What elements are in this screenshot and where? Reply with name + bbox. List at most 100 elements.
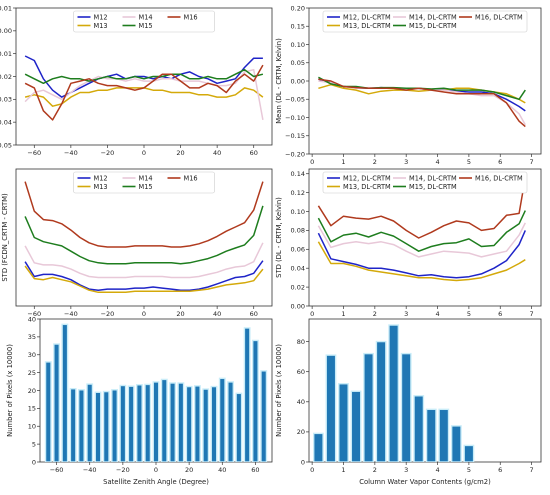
series-line-m14	[24, 242, 264, 279]
legend-label: M15	[139, 22, 153, 30]
y-axis-label: STD (DL - CRTM, Kelvin)	[275, 197, 283, 278]
x-axis-label: Satellite Zenith Angle (Degree)	[103, 478, 209, 486]
x-tick-label: −20	[101, 310, 115, 318]
data-layer	[44, 323, 268, 462]
x-tick-label: −40	[64, 149, 78, 157]
data-layer	[24, 181, 264, 294]
legend-label: M16	[184, 13, 198, 21]
x-tick-label: 4	[435, 466, 439, 474]
series-line-m16	[317, 177, 527, 239]
y-tick-label: −0.04	[0, 118, 12, 126]
y-tick-label: 80	[297, 338, 305, 346]
y-axis-label: Number of Pixels (x 10000)	[275, 344, 283, 437]
y-tick-label: 20	[28, 387, 36, 395]
series-line-m12	[24, 260, 264, 291]
bar	[44, 361, 52, 462]
y-tick-label: −0.05	[0, 141, 12, 149]
bar	[193, 385, 201, 462]
bar	[160, 378, 168, 462]
bar	[169, 382, 177, 462]
x-tick-label: 1	[341, 466, 345, 474]
legend-label: M13	[94, 183, 108, 191]
x-tick-label: 4	[435, 310, 439, 318]
bar	[127, 385, 135, 462]
x-tick-label: −60	[50, 466, 64, 474]
bar	[325, 354, 337, 462]
data-layer	[318, 76, 526, 128]
x-tick-label: 0	[142, 310, 146, 318]
y-tick-label: 0.12	[291, 189, 305, 197]
x-tick-label: 5	[467, 310, 471, 318]
y-tick-label: 0	[32, 458, 36, 466]
y-tick-label: 0.00	[291, 302, 305, 310]
x-tick-label: 5	[467, 158, 471, 166]
bar	[177, 382, 185, 462]
bar	[235, 392, 243, 462]
series-line-m16	[24, 181, 264, 248]
y-tick-label: 0.20	[291, 4, 305, 12]
bar	[463, 444, 475, 462]
x-tick-label: 6	[498, 158, 502, 166]
x-tick-label: 7	[530, 310, 534, 318]
series-line-m13	[24, 265, 264, 294]
x-tick-label: 3	[404, 158, 408, 166]
x-tick-label: −20	[116, 466, 130, 474]
bar	[227, 381, 235, 462]
legend-label: M12	[94, 13, 108, 21]
x-tick-label: 2	[373, 466, 377, 474]
x-tick-label: −60	[27, 149, 41, 157]
data-layer	[317, 177, 527, 282]
legend-box	[322, 10, 528, 33]
y-tick-label: 0.00	[291, 77, 305, 85]
plot-frame	[308, 318, 542, 463]
legend-label: M13, DL-CRTM	[343, 22, 391, 30]
y-tick-label: 35	[28, 333, 36, 341]
x-tick-label: 20	[185, 466, 193, 474]
bar	[251, 339, 259, 462]
x-tick-label: 0	[310, 158, 314, 166]
y-tick-label: −0.10	[285, 114, 305, 122]
panel-c: −60 −40 −20 0 20 40 60 STD (FCDN_CRTM - CRTM) M1…	[1, 168, 273, 318]
x-tick-label: 7	[530, 158, 534, 166]
bar	[218, 377, 226, 462]
x-tick-label: 60	[251, 466, 259, 474]
x-tick-label: 2	[373, 158, 377, 166]
x-tick-label: 60	[250, 310, 258, 318]
bar	[102, 390, 110, 462]
y-tick-label: 0.04	[291, 265, 305, 273]
x-tick-label: 2	[373, 310, 377, 318]
y-axis-label: Number of Pixels (x 10000)	[6, 344, 14, 437]
x-tick-label: 20	[176, 310, 184, 318]
bar	[450, 425, 462, 462]
bar	[111, 389, 119, 462]
y-tick-label: −0.15	[285, 132, 305, 140]
legend-label: M12	[94, 174, 108, 182]
data-layer	[24, 55, 264, 121]
legend-label: M14, DL-CRTM	[409, 13, 457, 21]
legend-label: M15, DL-CRTM	[409, 183, 457, 191]
data-layer	[313, 324, 475, 462]
y-tick-label: 0.06	[291, 246, 305, 254]
bar	[144, 383, 152, 462]
bar	[185, 385, 193, 462]
bar	[400, 352, 412, 462]
legend-label: M16, DL-CRTM	[475, 174, 523, 182]
x-tick-label: 40	[213, 310, 221, 318]
series-line-m15	[317, 210, 526, 252]
series-line-m13	[317, 241, 526, 282]
series-line-m16	[318, 78, 526, 128]
x-tick-label: 40	[218, 466, 226, 474]
panel-b: 0 1 2 3 4 5 6 7 −0.20 −0.15 −0.10 −0.05 0.00 0.05 0.10…	[275, 4, 542, 166]
y-tick-label: 0.05	[291, 59, 305, 67]
x-tick-label: 0	[154, 466, 158, 474]
x-tick-label: 5	[467, 466, 471, 474]
y-tick-label: 0.14	[291, 170, 305, 178]
panel-e: −60 −40 −20 0 20 40 60 0 5 10 15 20 25 30 35 40 Number o…	[6, 315, 273, 486]
x-tick-label: 3	[404, 466, 408, 474]
y-tick-label: 0.00	[0, 27, 12, 35]
y-tick-label: 0.10	[291, 41, 305, 49]
y-tick-label: 10	[28, 423, 36, 431]
bar	[260, 370, 268, 462]
